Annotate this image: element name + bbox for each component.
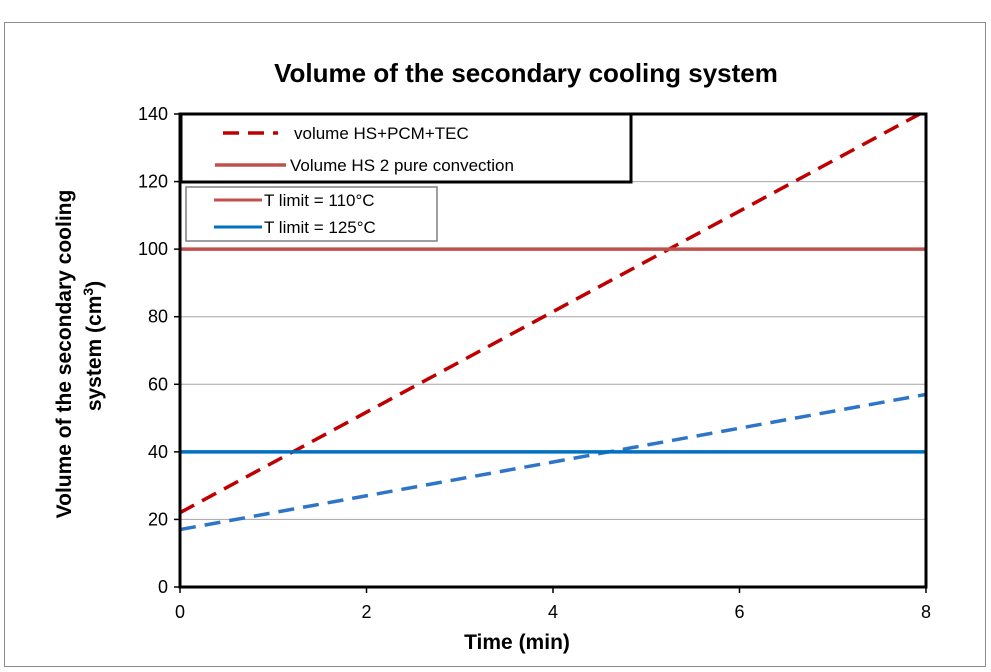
series-line-1 xyxy=(179,109,927,515)
y-axis-label-line1: Volume of the secondary cooling xyxy=(53,190,76,519)
y-tick-label: 100 xyxy=(138,239,168,259)
y-tick-label: 140 xyxy=(138,104,168,124)
y-tick-label: 120 xyxy=(138,172,168,192)
chart-title: Volume of the secondary cooling system xyxy=(274,58,778,88)
plot-border xyxy=(178,112,928,589)
y-axis-label-line2: system (cm3) xyxy=(80,281,106,411)
y-tick-label: 20 xyxy=(148,509,168,529)
y-axis-label: Volume of the secondary cooling system (… xyxy=(53,190,106,519)
legend-label: volume HS+PCM+TEC xyxy=(294,124,469,143)
legend-bottom: T limit = 110°C T limit = 125°C xyxy=(185,186,438,242)
x-axis-label: Time (min) xyxy=(464,631,570,654)
legend-top: volume HS+PCM+TEC Volume HS 2 pure convec… xyxy=(179,112,633,184)
x-tick-label: 2 xyxy=(361,602,371,622)
legend-top-box xyxy=(179,112,633,184)
x-tick-label: 6 xyxy=(734,602,744,622)
series-line-3 xyxy=(179,392,927,532)
legend-label: T limit = 110°C xyxy=(264,191,375,210)
x-tick-label: 4 xyxy=(548,602,558,622)
x-tick-label: 8 xyxy=(921,602,931,622)
y-tick-label: 60 xyxy=(148,374,168,394)
y-tick-label: 80 xyxy=(148,307,168,327)
legend-label: Volume HS 2 pure convection xyxy=(290,156,514,175)
legend-bottom-box xyxy=(185,186,438,242)
x-tick-labels: 0 2 4 6 8 xyxy=(175,587,931,622)
y-tick-label: 0 xyxy=(158,577,168,597)
x-tick-label: 0 xyxy=(175,602,185,622)
gridlines xyxy=(180,113,926,588)
legend-label: T limit = 125°C xyxy=(264,218,376,237)
y-tick-labels: 0 20 40 60 80 100 120 140 xyxy=(138,104,180,597)
series-group xyxy=(179,109,927,532)
y-tick-label: 40 xyxy=(148,442,168,462)
